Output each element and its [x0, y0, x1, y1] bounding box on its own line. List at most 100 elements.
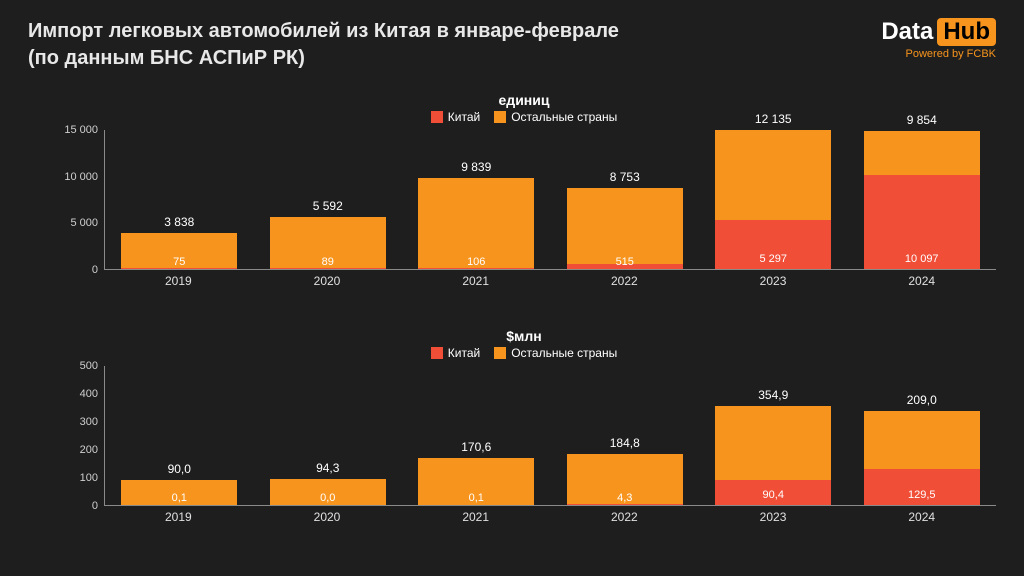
- bar: 184,84,3: [567, 454, 683, 505]
- bar-slot: 354,9 90,4: [699, 366, 848, 505]
- bar-segment-china: 129,5: [864, 469, 980, 505]
- bar-slot: 184,8 4,3: [551, 366, 700, 505]
- bar-total-label: 12 135: [715, 112, 831, 126]
- x-tick: 2022: [550, 270, 699, 288]
- bar-segment-china: 5 297: [715, 220, 831, 269]
- bar: 354,990,4: [715, 406, 831, 505]
- bar: 9 839106: [418, 178, 534, 269]
- y-tick: 500: [80, 360, 98, 372]
- bar-segment-others: [418, 458, 534, 505]
- legend-item-others: Остальные страны: [494, 110, 617, 124]
- chart-money-legend: Китай Остальные страны: [52, 346, 996, 360]
- bar-china-label: 5 297: [715, 253, 831, 265]
- x-tick: 2023: [699, 270, 848, 288]
- bar: 9 85410 097: [864, 131, 980, 269]
- legend-label-others: Остальные страны: [511, 346, 617, 360]
- y-tick: 300: [80, 416, 98, 428]
- chart-units: единиц Китай Остальные страны 05 00010 0…: [52, 92, 996, 288]
- x-axis: 201920202021202220232024: [104, 270, 996, 288]
- legend-item-others: Остальные страны: [494, 346, 617, 360]
- bar: 8 753515: [567, 188, 683, 269]
- bar-segment-others: [864, 131, 980, 175]
- chart-money: $млн Китай Остальные страны 0 100 200 300 40…: [52, 328, 996, 524]
- bar-segment-others: [270, 479, 386, 505]
- y-tick: 15 000: [64, 124, 98, 136]
- bar-segment-others: [864, 411, 980, 469]
- legend-label-others: Остальные страны: [511, 110, 617, 124]
- title-line-1: Импорт легковых автомобилей из Китая в я…: [28, 18, 619, 45]
- y-tick: 10 000: [64, 171, 98, 183]
- bar-total-label: 9 854: [864, 113, 980, 127]
- y-tick: 0: [92, 500, 98, 512]
- header: Импорт легковых автомобилей из Китая в я…: [28, 18, 996, 72]
- logo-data: Data: [881, 18, 933, 46]
- x-tick: 2024: [847, 506, 996, 524]
- bar-segment-others: [121, 480, 237, 505]
- bar: 94,30,0: [270, 479, 386, 505]
- bar: 3 83875: [121, 233, 237, 269]
- x-tick: 2019: [104, 270, 253, 288]
- bar-slot: 9 85410 097: [848, 130, 997, 269]
- bar-segment-others: [567, 454, 683, 504]
- bar-total-label: 5 592: [270, 199, 386, 213]
- x-tick: 2020: [253, 270, 402, 288]
- bar-china-label: 10 097: [864, 253, 980, 265]
- bar-slot: 209,0129,5: [848, 366, 997, 505]
- bar-total-label: 9 839: [418, 160, 534, 174]
- x-axis: 201920202021202220232024: [104, 506, 996, 524]
- logo-hub: Hub: [937, 18, 996, 46]
- x-tick: 2024: [847, 270, 996, 288]
- bar: 12 1355 297: [715, 130, 831, 269]
- x-tick: 2019: [104, 506, 253, 524]
- bar: 90,00,1: [121, 480, 237, 505]
- bar-slot: 5 592 89: [254, 130, 403, 269]
- bar-total-label: 94,3: [270, 461, 386, 475]
- bar-slot: 8 753515: [551, 130, 700, 269]
- bar-segment-china: 10 097: [864, 175, 980, 269]
- bar-slot: 170,60,1: [402, 366, 551, 505]
- x-tick: 2022: [550, 506, 699, 524]
- swatch-china: [431, 347, 443, 359]
- page-title: Импорт легковых автомобилей из Китая в я…: [28, 18, 619, 72]
- bar-segment-china: 4,3: [567, 504, 683, 505]
- logo-subtitle: Powered by FCBK: [881, 48, 996, 60]
- swatch-china: [431, 111, 443, 123]
- bar-segment-china: 89: [270, 268, 386, 269]
- bar-total-label: 354,9: [715, 388, 831, 402]
- bar-total-label: 184,8: [567, 436, 683, 450]
- y-tick: 100: [80, 472, 98, 484]
- y-axis: 0100200300400500: [52, 366, 104, 506]
- swatch-others: [494, 347, 506, 359]
- bar-segment-china: 515: [567, 264, 683, 269]
- plot-area: 3 838755 592899 8391068 75351512 1355 29…: [104, 130, 996, 270]
- x-tick: 2020: [253, 506, 402, 524]
- bar: 209,0129,5: [864, 411, 980, 505]
- bar-segment-china: 106: [418, 268, 534, 269]
- bar-segment-china: 90,4: [715, 480, 831, 505]
- swatch-others: [494, 111, 506, 123]
- bar-segment-others: [715, 406, 831, 480]
- bar-segment-china: 75: [121, 268, 237, 269]
- y-axis: 05 00010 00015 000: [52, 130, 104, 270]
- bar-segment-others: [715, 130, 831, 220]
- bar: 170,60,1: [418, 458, 534, 505]
- bar-total-label: 90,0: [121, 462, 237, 476]
- y-tick: 400: [80, 388, 98, 400]
- y-tick: 0: [92, 264, 98, 276]
- legend-item-china: Китай: [431, 110, 480, 124]
- bar-slot: 90,00,1: [105, 366, 254, 505]
- bar-china-label: 129,5: [864, 489, 980, 501]
- title-line-2: (по данным БНС АСПиР РК): [28, 45, 619, 72]
- legend-label-china: Китай: [448, 110, 480, 124]
- bar-segment-others: [270, 217, 386, 268]
- y-tick: 200: [80, 444, 98, 456]
- legend-label-china: Китай: [448, 346, 480, 360]
- bar-segment-others: [418, 178, 534, 268]
- bar-china-label: 90,4: [715, 489, 831, 501]
- bar-slot: 3 838 75: [105, 130, 254, 269]
- x-tick: 2021: [401, 270, 550, 288]
- chart-money-title: $млн: [52, 328, 996, 344]
- bar-total-label: 3 838: [121, 215, 237, 229]
- plot-area: 90,00,1 94,30,0 170,60,1 184,8 4,3 354,9 90,4 2…: [104, 366, 996, 506]
- bar-segment-others: [121, 233, 237, 268]
